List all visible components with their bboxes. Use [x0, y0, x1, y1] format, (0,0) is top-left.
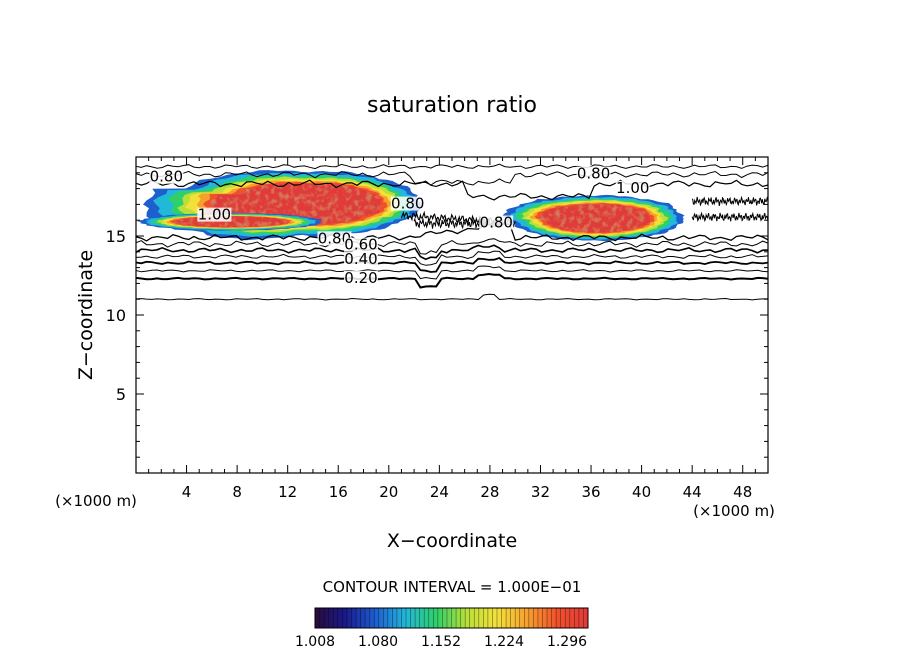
colorbar-stripes: [319, 608, 584, 628]
contour-label: 0.40: [344, 250, 377, 268]
x-tick-label: 44: [683, 483, 702, 501]
x-tick-label: 32: [531, 483, 550, 501]
contour-label-bg: [343, 251, 378, 266]
contour-line: [136, 293, 768, 301]
contour-line: [691, 211, 768, 223]
x-tick-label: 24: [430, 483, 449, 501]
contour-label-bg: [317, 231, 352, 246]
contour-label-bg: [149, 169, 184, 184]
x-axis-ticks: 4 8 12 16 20 24 28 32 36 40 44 48: [148, 157, 756, 501]
x-tick-label: 28: [480, 483, 499, 501]
x-tick-label: 36: [581, 483, 600, 501]
contour-line: [136, 265, 768, 280]
y-tick-label: 15: [106, 227, 126, 246]
x-tick-label: 20: [379, 483, 398, 501]
contour-line-layer: [136, 163, 768, 301]
y-axis-label: Z−coordinate: [75, 250, 97, 380]
colorbar-tick-label: 1.008: [295, 634, 335, 650]
contour-label: 0.80: [318, 229, 351, 247]
contour-line: [136, 238, 768, 255]
contour-label: 1.00: [198, 206, 231, 224]
contour-label-bg: [390, 196, 425, 211]
contour-label: 0.80: [480, 214, 513, 232]
contour-label-bg: [343, 270, 378, 285]
contour-label-layer: 0.801.000.800.600.400.200.800.800.801.00: [149, 165, 650, 287]
colorbar-tick-label: 1.296: [547, 634, 587, 650]
contour-interval-text: CONTOUR INTERVAL = 1.000E−01: [323, 578, 582, 596]
x-tick-label: 12: [278, 483, 297, 501]
y-tick-label: 5: [116, 385, 126, 404]
x-tick-label: 4: [182, 483, 192, 501]
colorbar-tick-labels: 1.008 1.080 1.152 1.224 1.296: [295, 634, 587, 650]
y-tick-label: 10: [106, 306, 126, 325]
contour-label-bg: [197, 207, 232, 222]
contour-line: [136, 179, 768, 201]
contour-line: [136, 250, 768, 266]
contour-label: 0.20: [344, 269, 377, 287]
x-tick-label: 8: [232, 483, 242, 501]
colorbar-tick-label: 1.152: [421, 634, 461, 650]
contour-label: 0.80: [391, 195, 424, 213]
contour-line: [136, 163, 768, 170]
x-axis-label: X−coordinate: [387, 530, 517, 552]
y-axis-ticks: 5 10 15: [106, 172, 768, 458]
chart-title: saturation ratio: [367, 93, 537, 118]
contour-label: 1.00: [616, 179, 649, 197]
contour-label-bg: [576, 166, 611, 181]
saturation-band: [538, 204, 652, 233]
contour-label: 0.80: [577, 165, 610, 183]
x-tick-label: 16: [329, 483, 348, 501]
contour-label-bg: [479, 215, 514, 230]
contour-label-bg: [615, 180, 650, 195]
supersaturation-fill-layer: [137, 170, 685, 242]
contour-line: [136, 244, 768, 261]
x-unit-label: (×1000 m): [693, 502, 775, 520]
contour-label: 0.60: [344, 236, 377, 254]
supersaturated-region: [502, 194, 685, 242]
contour-line: [136, 256, 768, 273]
contour-line: [136, 222, 768, 242]
contour-line: [136, 170, 768, 186]
x-tick-label: 40: [632, 483, 651, 501]
contour-line: [691, 195, 768, 207]
contour-label-bg: [343, 237, 378, 252]
contour-label: 0.80: [150, 168, 183, 186]
x-tick-label: 48: [733, 483, 752, 501]
supersaturated-region: [137, 212, 323, 231]
y-unit-label: (×1000 m): [55, 492, 137, 510]
colorbar-tick-label: 1.080: [358, 634, 398, 650]
contour-line: [136, 272, 768, 289]
colorbar-tick-label: 1.224: [484, 634, 524, 650]
